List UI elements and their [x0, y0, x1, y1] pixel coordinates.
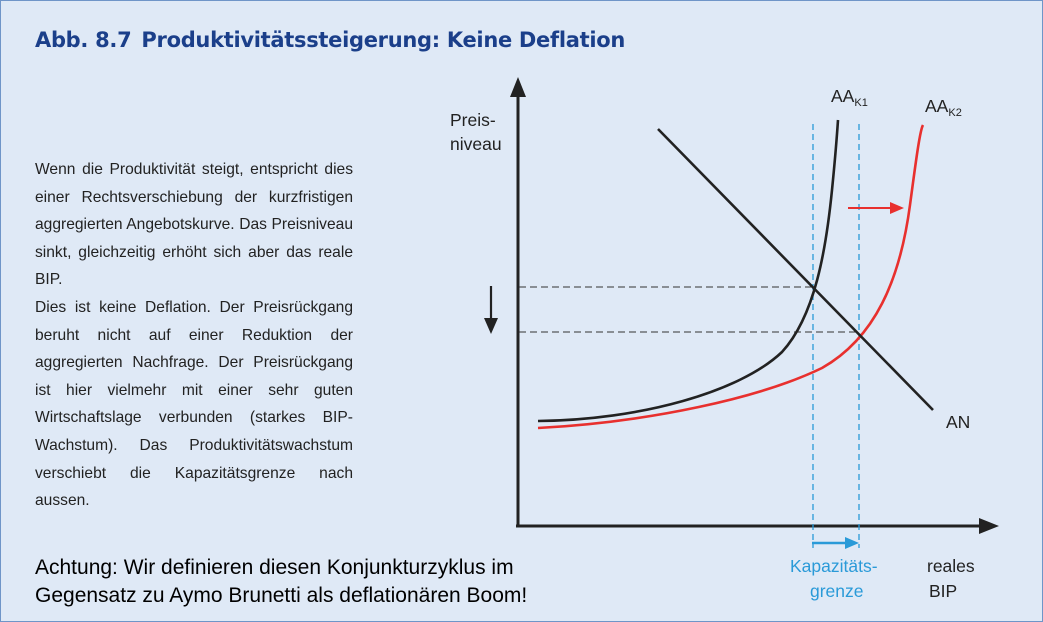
description-paragraph-1: Wenn die Produktivität steigt, entsprich…: [35, 161, 353, 289]
curve-aa-k2-label: AAK2: [925, 96, 962, 119]
note-line-2: Gegensatz zu Aymo Brunetti als deflation…: [35, 584, 528, 607]
x-axis-label-line-1: reales: [927, 556, 975, 576]
figure-title-text: Produktivitätssteigerung: Keine Deflatio…: [141, 28, 626, 52]
y-axis-arrow-icon: [510, 77, 526, 97]
note-line-1: Achtung: Wir definieren diesen Konjunktu…: [35, 556, 514, 579]
curve-aa-k2-label-main: AA: [925, 96, 949, 116]
y-axis-label-line-2: niveau: [450, 134, 502, 154]
capacity-shift-arrow-icon: [845, 537, 859, 549]
x-axis-arrow-icon: [979, 518, 999, 534]
description-text: Wenn die Produktivität steigt, entsprich…: [35, 156, 353, 515]
shift-right-arrow-icon: [890, 202, 904, 214]
y-axis-label-line-1: Preis-: [450, 110, 496, 130]
capacity-label-line-1: Kapazitäts-: [790, 556, 878, 576]
curve-aa-k1-label: AAK1: [831, 86, 868, 109]
description-paragraph-2: Dies ist keine Deflation. Der Preisrückg…: [35, 298, 353, 510]
capacity-label-line-2: grenze: [810, 581, 864, 601]
curve-aa-k1-label-main: AA: [831, 86, 855, 106]
curve-aa-k1: [537, 119, 840, 423]
curve-an: [657, 128, 934, 411]
x-axis-label-line-2: BIP: [929, 581, 957, 601]
price-down-arrow-icon: [484, 318, 498, 334]
figure-number: Abb. 8.7: [35, 28, 132, 52]
curve-an-label: AN: [946, 412, 970, 432]
curve-aa-k2-label-sub: K2: [948, 107, 961, 119]
curve-aa-k2: [537, 124, 925, 430]
note-text: Achtung: Wir definieren diesen Konjunktu…: [35, 554, 635, 610]
figure-title: Abb. 8.7 Produktivitätssteigerung: Keine …: [35, 28, 625, 52]
curve-aa-k1-label-sub: K1: [854, 97, 867, 109]
